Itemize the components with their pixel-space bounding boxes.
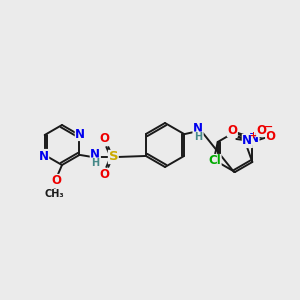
Text: N: N — [39, 149, 49, 163]
Text: N: N — [266, 130, 276, 142]
Text: O: O — [266, 130, 276, 142]
Text: H: H — [91, 158, 99, 168]
Text: N: N — [90, 148, 100, 161]
Text: −: − — [264, 122, 273, 132]
Text: +: + — [249, 131, 256, 140]
Text: N: N — [249, 131, 259, 145]
Text: N: N — [75, 128, 85, 140]
Text: O: O — [99, 169, 109, 182]
Text: N: N — [193, 122, 203, 136]
Text: Cl: Cl — [208, 154, 221, 167]
Text: CH₃: CH₃ — [44, 189, 64, 199]
Text: O: O — [51, 175, 61, 188]
Text: H: H — [194, 132, 202, 142]
Text: O: O — [256, 124, 266, 136]
Text: S: S — [109, 151, 118, 164]
Text: O: O — [99, 133, 109, 146]
Text: N: N — [242, 134, 252, 148]
Text: O: O — [227, 124, 237, 136]
